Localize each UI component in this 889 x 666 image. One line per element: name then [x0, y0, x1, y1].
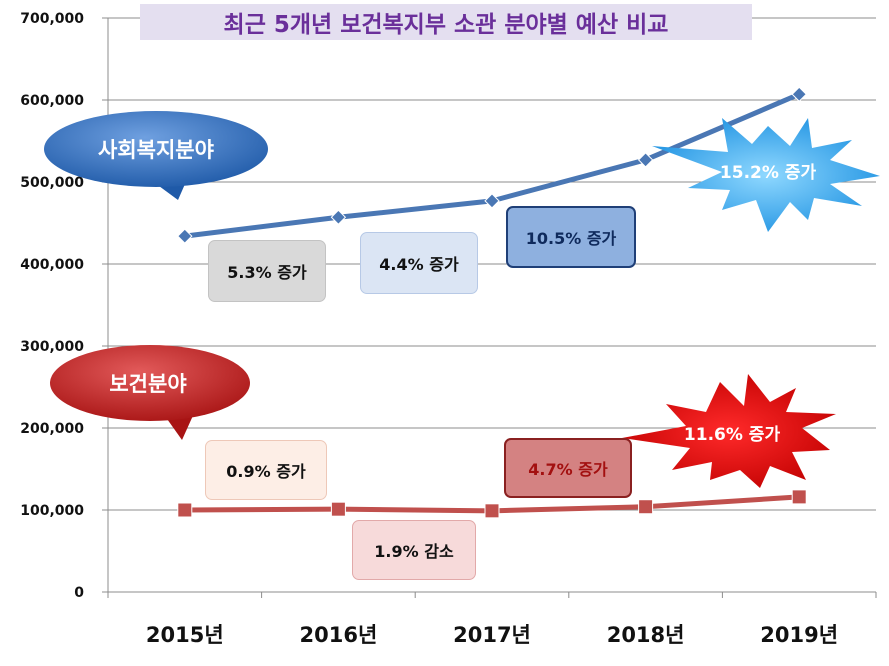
- x-tick-label: 2016년: [300, 623, 378, 647]
- welfare-note-2017: 4.4% 증가: [360, 232, 478, 294]
- x-tick-label: 2017년: [453, 623, 531, 647]
- data-point: [791, 86, 807, 102]
- health-starburst: [622, 374, 836, 488]
- series: [177, 86, 807, 519]
- data-point: [177, 502, 193, 518]
- health-note-2017: 1.9% 감소: [352, 520, 476, 580]
- data-point: [484, 503, 500, 519]
- data-point: [638, 499, 654, 515]
- health-bubble: [50, 345, 250, 421]
- x-tick-label: 2015년: [146, 623, 224, 647]
- chart-title: 최근 5개년 보건복지부 소관 분야별 예산 비교: [140, 4, 752, 40]
- y-tick-label: 400,000: [20, 257, 84, 273]
- health-note-2016: 0.9% 증가: [205, 440, 327, 500]
- data-point: [330, 501, 346, 517]
- y-tick-label: 100,000: [20, 503, 84, 519]
- y-tick-label: 200,000: [20, 421, 84, 437]
- y-tick-label: 600,000: [20, 93, 84, 109]
- welfare-starburst-label: 15.2% 증가: [720, 163, 817, 183]
- health-note-2018: 4.7% 증가: [504, 438, 632, 498]
- y-tick-label: 700,000: [20, 11, 84, 27]
- y-tick-label: 500,000: [20, 175, 84, 191]
- health-bubble-label: 보건분야: [109, 372, 187, 396]
- data-point: [330, 209, 347, 225]
- x-tick-label: 2018년: [607, 623, 685, 647]
- health-starburst-label: 11.6% 증가: [684, 425, 781, 445]
- welfare-starburst: [652, 118, 880, 232]
- data-point: [484, 193, 500, 209]
- welfare-bubble: [44, 111, 268, 187]
- y-tick-label: 300,000: [20, 339, 84, 355]
- welfare-bubble-label: 사회복지분야: [98, 138, 215, 162]
- data-point: [637, 152, 654, 168]
- data-point: [791, 489, 807, 505]
- x-tick-label: 2019년: [760, 623, 838, 647]
- welfare-note-2016: 5.3% 증가: [208, 240, 326, 302]
- y-tick-label: 0: [74, 585, 84, 601]
- callouts: 사회복지분야 보건분야 15.2% 증가 11.6% 증가: [44, 111, 880, 488]
- data-point: [177, 228, 193, 244]
- welfare-note-2018: 10.5% 증가: [506, 206, 636, 268]
- axes: 0 100,000 200,000 300,000 400,000 500,000 600,…: [20, 11, 877, 647]
